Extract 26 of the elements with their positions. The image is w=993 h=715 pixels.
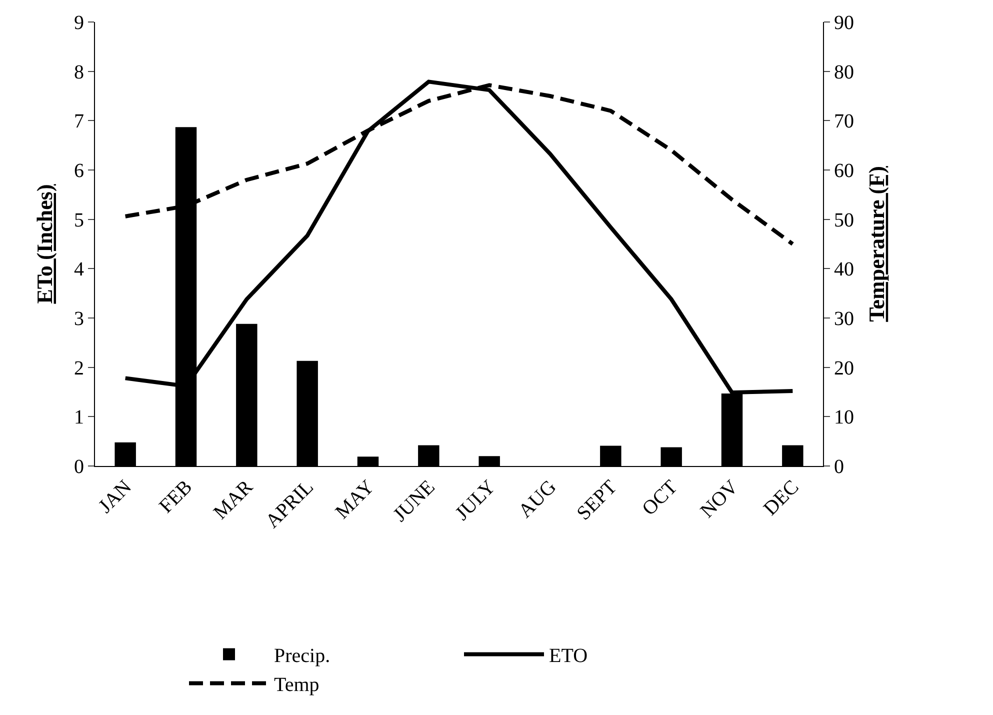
y2-tick-label: 30	[834, 308, 854, 330]
y-tick-label: 7	[74, 110, 84, 133]
y2-tick-label: 40	[834, 258, 854, 281]
y-axis-title: ETo (Inches)	[32, 184, 57, 304]
y2-tick-label: 60	[834, 160, 854, 182]
y2-tick-label: 90	[834, 12, 854, 34]
y2-tick-label: 50	[834, 209, 854, 232]
legend-label: Precip.	[274, 645, 330, 668]
legend-label: Temp	[274, 674, 320, 696]
y2-axis-title: Temperature (F)	[864, 166, 889, 322]
y2-tick-label: 10	[834, 406, 854, 429]
y2-tick-label: 20	[834, 357, 854, 380]
y2-tick-label: 70	[834, 110, 854, 133]
y-tick-label: 8	[74, 61, 84, 84]
y-tick-label: 6	[74, 160, 84, 182]
x-tick-label: FEB	[155, 476, 197, 518]
y-tick-label: 1	[74, 406, 84, 429]
y-tick-label: 5	[74, 209, 84, 232]
y-tick-label: 4	[74, 258, 84, 281]
y-tick-label: 2	[74, 357, 84, 380]
y2-tick-label: 80	[834, 61, 854, 84]
y2-tick-label: 0	[834, 456, 844, 478]
y-tick-label: 0	[74, 456, 84, 478]
y-tick-label: 3	[74, 308, 84, 330]
legend-label: ETO	[549, 645, 588, 668]
y-tick-label: 9	[74, 12, 84, 34]
